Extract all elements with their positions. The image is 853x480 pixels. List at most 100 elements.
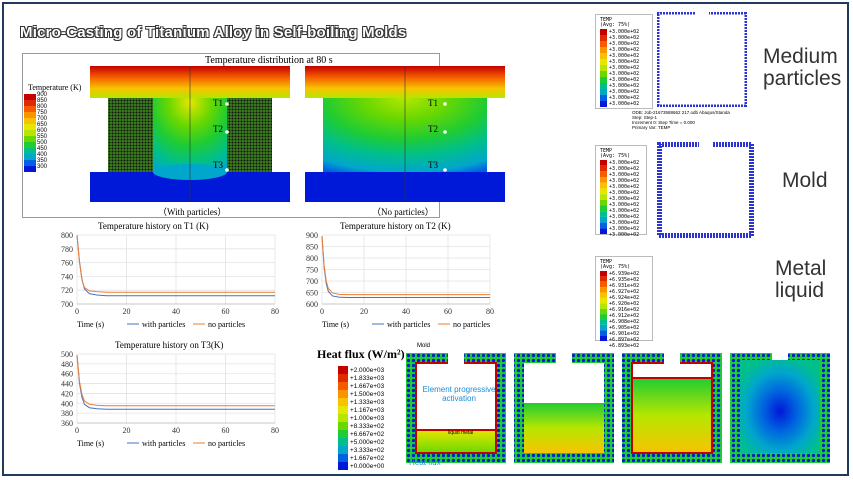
temperature-legend-value: 300 bbox=[37, 164, 48, 170]
heat-flux-swatch bbox=[338, 422, 348, 430]
abaqus-swatch bbox=[600, 205, 607, 212]
heat-flux-swatch bbox=[338, 454, 348, 462]
temperature-swatch bbox=[24, 124, 36, 130]
y-tick-label: 850 bbox=[306, 243, 318, 252]
heat-flux-swatch bbox=[338, 446, 348, 454]
abaqus-legend-value: +3.000e+02 bbox=[609, 77, 640, 83]
abaqus-swatch bbox=[600, 194, 607, 200]
heat-flux-legend-value: +1.333e+03 bbox=[350, 399, 385, 406]
heat-flux-sequence bbox=[406, 348, 830, 463]
y-tick-label: 740 bbox=[61, 272, 73, 281]
chart-t3-title: Temperature history on T3(K) bbox=[115, 340, 224, 350]
abaqus-legend-value: +3.000e+02 bbox=[609, 184, 640, 190]
heat-flux-legend-value: +2.000e+03 bbox=[350, 367, 385, 374]
y-tick-label: 600 bbox=[306, 300, 318, 309]
with-particles-caption: （With particles） bbox=[158, 207, 227, 217]
abaqus-legend-value: +6.920e+02 bbox=[609, 301, 640, 307]
abaqus-swatch bbox=[600, 71, 607, 77]
abaqus-legend-medium: TEMP (Avg: 75%) +3.000e+02 +3.000e+02 +3.0… bbox=[595, 14, 653, 109]
y-tick-label: 800 bbox=[306, 254, 318, 263]
y-tick-label: 700 bbox=[306, 277, 318, 286]
abaqus-swatch bbox=[600, 83, 607, 89]
y-tick-label: 460 bbox=[61, 370, 73, 379]
x-tick-label: 60 bbox=[444, 307, 452, 316]
abaqus-legend-value: +6.897e+02 bbox=[609, 337, 640, 343]
heat-flux-frame-1 bbox=[406, 348, 506, 463]
abaqus-legend-value: +6.916e+02 bbox=[609, 307, 640, 313]
abaqus-swatch bbox=[600, 222, 607, 229]
abaqus-legend-value: +3.000e+02 bbox=[609, 71, 640, 77]
abaqus-swatch bbox=[600, 199, 607, 206]
abaqus-swatch bbox=[600, 177, 607, 183]
abaqus-swatch bbox=[600, 35, 607, 41]
temperature-legend-value: 350 bbox=[37, 158, 48, 164]
legend-entry: no particles bbox=[208, 439, 245, 448]
abaqus-legend-value: +3.000e+02 bbox=[609, 214, 640, 220]
abaqus-legend-mold: TEMP (Avg: 75%) +3.000e+02 +3.000e+02 +3.0… bbox=[595, 145, 647, 238]
abaqus-legend-value: +6.935e+02 bbox=[609, 277, 640, 283]
abaqus-swatch bbox=[600, 335, 607, 341]
abaqus-swatch bbox=[600, 160, 607, 166]
temperature-legend-value: 850 bbox=[37, 98, 48, 104]
slide-title: Micro-Casting of Titanium Alloy in Self-… bbox=[20, 24, 407, 41]
series-line-no-particles bbox=[76, 354, 275, 407]
x-tick-label: 20 bbox=[123, 426, 131, 435]
x-tick-label: 80 bbox=[271, 307, 279, 316]
temperature-legend-value: 600 bbox=[37, 128, 48, 134]
abaqus-swatch bbox=[600, 330, 607, 336]
temperature-swatch bbox=[24, 112, 36, 118]
x-tick-label: 20 bbox=[360, 307, 368, 316]
y-tick-label: 750 bbox=[306, 266, 318, 275]
heat-flux-swatch bbox=[338, 430, 348, 438]
mold-side-label: Mold bbox=[782, 169, 828, 192]
mold-label: Mold bbox=[417, 343, 431, 349]
legend-entry: with particles bbox=[142, 320, 185, 329]
abaqus-legend-value: +6.905e+02 bbox=[609, 325, 640, 331]
abaqus-legend-value: +3.000e+02 bbox=[609, 95, 640, 101]
abaqus-legend-value: +3.000e+02 bbox=[609, 160, 640, 166]
heat-flux-title: Heat flux (W/m²) bbox=[317, 347, 405, 361]
temperature-legend-title: Temperature (K) bbox=[28, 83, 82, 92]
temperature-panel-title: Temperature distribution at 80 s bbox=[205, 55, 333, 66]
temperature-legend-value: 550 bbox=[37, 134, 48, 140]
abaqus-legend-metal: TEMP (Avg: 75%) +6.939e+02 +6.935e+02 +6.9… bbox=[595, 256, 653, 349]
abaqus-legend-value: +3.000e+02 bbox=[609, 196, 640, 202]
abaqus-swatch bbox=[600, 228, 607, 234]
liquid-metal-label: liquid metal bbox=[448, 430, 474, 436]
heat-flux-swatch bbox=[338, 398, 348, 406]
abaqus-legend-value: +3.000e+02 bbox=[609, 101, 640, 107]
temperature-legend-value: 900 bbox=[37, 92, 48, 98]
step-line: Step: Step-1 bbox=[632, 115, 658, 120]
chart-t2: 600 650 700 750 800 850 900 0 20 40 60 80 Time (s) wi… bbox=[306, 231, 494, 329]
abaqus-legend-value: +6.912e+02 bbox=[609, 313, 640, 319]
x-tick-label: 40 bbox=[172, 426, 180, 435]
heat-flux-color-bar bbox=[338, 366, 348, 470]
heat-flux-legend-value: +1.500e+03 bbox=[350, 391, 385, 398]
temperature-swatch bbox=[24, 106, 36, 112]
temperature-swatch bbox=[24, 148, 36, 154]
abaqus-legend-value: +3.000e+02 bbox=[609, 232, 640, 238]
abaqus-legend-value: +3.000e+02 bbox=[609, 172, 640, 178]
heat-flux-label: Heat flux bbox=[409, 458, 441, 467]
abaqus-legend-value: +3.000e+02 bbox=[609, 53, 640, 59]
y-tick-label: 420 bbox=[61, 389, 73, 398]
heat-flux-legend-value: +1.667e+03 bbox=[350, 383, 385, 390]
heat-flux-swatch bbox=[338, 406, 348, 414]
y-tick-label: 800 bbox=[61, 231, 73, 240]
abaqus-swatch bbox=[600, 89, 607, 95]
probe-label-t1-right: T1 bbox=[428, 98, 438, 108]
temperature-swatch bbox=[24, 94, 36, 100]
no-particles-caption: （No particles） bbox=[372, 207, 434, 217]
abaqus-legend-value: +3.000e+02 bbox=[609, 47, 640, 53]
x-axis-label: Time (s) bbox=[322, 320, 349, 329]
y-tick-label: 480 bbox=[61, 360, 73, 369]
heat-flux-swatch bbox=[338, 438, 348, 446]
heat-flux-swatch bbox=[338, 374, 348, 382]
temperature-swatch bbox=[24, 100, 36, 106]
heat-flux-legend-value: +8.333e+02 bbox=[350, 423, 385, 430]
heat-flux-legend-value: +1.667e+02 bbox=[350, 455, 385, 462]
medium-particles-label: Medium particles bbox=[763, 45, 842, 90]
abaqus-swatch bbox=[600, 165, 607, 172]
medium-particles-model bbox=[657, 12, 747, 107]
